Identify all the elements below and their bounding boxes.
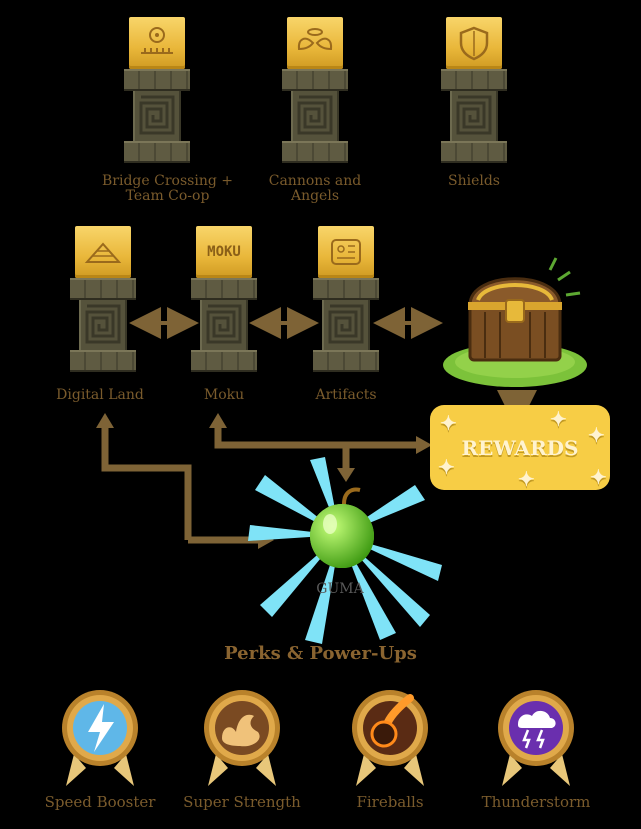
- label-shields: Shields: [448, 173, 500, 189]
- arrow-moku-rewards: [214, 425, 420, 470]
- storm-cloud-icon: [518, 710, 556, 728]
- perk-badge-fireballs: [350, 688, 430, 788]
- map-pin-icon: [141, 27, 173, 54]
- perk-badge-thunderstorm: [496, 688, 576, 788]
- sparkle-icon: ✦: [518, 467, 535, 491]
- label-cannons-angels: Cannons and Angels: [268, 173, 362, 204]
- angel-wings-icon: [297, 28, 333, 51]
- glyph-tablet-icon: [331, 239, 361, 265]
- guma-fruit-icon: [310, 487, 374, 568]
- label-digital-land: Digital Land: [56, 387, 144, 403]
- rewards-label: REWARDS: [461, 435, 579, 460]
- arrowhead-down-guma: [337, 468, 355, 482]
- sparkle-icon: ✦: [438, 455, 455, 479]
- label-artifacts: Artifacts: [315, 387, 377, 403]
- perk-badge-speed-booster: [60, 688, 140, 788]
- sparkle-icon: ✦: [440, 411, 457, 435]
- sparkle-icon: ✦: [550, 407, 567, 431]
- perk-label-super-strength: Super Strength: [183, 793, 301, 811]
- perk-label-fireballs: Fireballs: [356, 793, 424, 811]
- sparkle-icon: ✦: [588, 423, 605, 447]
- perks-title: Perks & Power-Ups: [224, 643, 417, 664]
- pyramid-icon: [84, 242, 122, 263]
- shield-icon: [459, 26, 489, 61]
- lightning-icon: [88, 704, 114, 752]
- perk-badge-super-strength: [202, 688, 282, 788]
- guma-label: GUMA: [316, 581, 364, 597]
- perk-label-thunderstorm: Thunderstorm: [481, 793, 591, 811]
- treasure-chest-icon: [443, 257, 587, 387]
- arrowhead-up-land: [96, 413, 114, 428]
- arrowhead-right-rewards: [416, 436, 432, 454]
- perk-label-speed-booster: Speed Booster: [44, 793, 156, 811]
- muscle-arm-icon: [222, 714, 260, 747]
- label-moku: Moku: [203, 387, 245, 403]
- label-bridge-crossing: Bridge Crossing + Team Co-op: [102, 173, 233, 204]
- fireball-icon: [384, 694, 414, 726]
- rewards-box: REWARDS ✦ ✦ ✦ ✦ ✦ ✦: [430, 405, 610, 491]
- moku-cap-text: MOKU: [207, 244, 241, 260]
- sparkle-icon: ✦: [590, 465, 607, 489]
- arrowhead-up-moku: [209, 413, 227, 428]
